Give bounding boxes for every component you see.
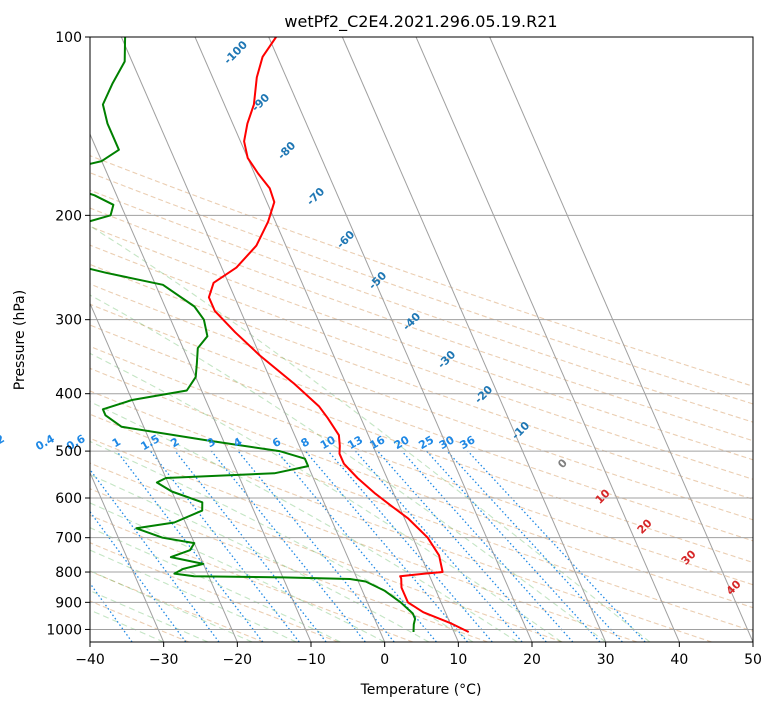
moist-adiabat-line bbox=[90, 502, 385, 642]
mixing-ratio-line bbox=[210, 450, 366, 642]
isotherm-line bbox=[489, 37, 753, 642]
chart-title: wetPf2_C2E4.2021.296.05.19.R21 bbox=[284, 12, 557, 32]
x-tick-label: 10 bbox=[449, 652, 467, 668]
x-tick-label: 20 bbox=[523, 652, 541, 668]
mixing-ratio-line bbox=[377, 450, 547, 642]
isobars bbox=[90, 37, 753, 630]
moist-adiabat-line bbox=[90, 225, 651, 642]
mixing-ratio-line bbox=[401, 450, 574, 642]
isotherm-line bbox=[341, 37, 607, 642]
dry-adiabat-line bbox=[90, 283, 753, 521]
y-tick-label: 1000 bbox=[46, 622, 82, 638]
x-tick-label: 0 bbox=[380, 652, 389, 668]
x-tick-label: −10 bbox=[296, 652, 326, 668]
mixing-ratio-line bbox=[174, 450, 327, 642]
moist-adiabat-line bbox=[90, 549, 297, 642]
dry-adiabat-line bbox=[90, 462, 563, 642]
dry-adiabat-line bbox=[90, 488, 488, 642]
dry-adiabat-line bbox=[90, 413, 712, 642]
x-ticks: −40 −30 −20 −10 0 10 20 30 40 50 bbox=[75, 642, 762, 668]
isotherm-line bbox=[268, 37, 533, 642]
isotherm-line bbox=[194, 37, 459, 642]
moist-adiabat-line bbox=[90, 590, 209, 642]
profile-lines bbox=[90, 37, 470, 633]
y-tick-label: 300 bbox=[55, 313, 82, 329]
moist-adiabats bbox=[90, 225, 651, 642]
moist-adiabat-line bbox=[90, 474, 430, 642]
mixing-ratio-line bbox=[149, 450, 300, 642]
y-tick-label: 400 bbox=[55, 387, 82, 403]
mixing-ratio-line bbox=[237, 450, 395, 642]
isotherm-line bbox=[90, 302, 238, 642]
x-tick-label: 50 bbox=[744, 652, 762, 668]
y-tick-label: 500 bbox=[55, 444, 82, 460]
moist-adiabat-line bbox=[90, 352, 562, 642]
x-tick-label: −20 bbox=[223, 652, 253, 668]
x-tick-label: 40 bbox=[670, 652, 688, 668]
plot-frame bbox=[89, 36, 754, 643]
isotherm-line bbox=[90, 471, 165, 642]
x-axis-label: Temperature (°C) bbox=[360, 682, 482, 698]
dry-adiabat-line bbox=[90, 367, 753, 609]
dry-adiabats bbox=[90, 155, 753, 642]
isotherms bbox=[90, 37, 753, 642]
x-tick-label: −40 bbox=[75, 652, 105, 668]
isotherm-line bbox=[120, 37, 386, 642]
dry-adiabat-line bbox=[90, 437, 638, 642]
dry-adiabat-line bbox=[90, 390, 753, 632]
y-tick-label: 700 bbox=[55, 531, 82, 547]
moist-adiabat-line bbox=[90, 440, 474, 642]
temperature-line bbox=[207, 37, 470, 633]
mixing-ratio-line bbox=[304, 450, 469, 642]
y-ticks: 100 200 300 400 500 600 700 800 900 1000 bbox=[46, 30, 90, 638]
x-tick-label: 30 bbox=[597, 652, 615, 668]
dry-adiabat-line bbox=[90, 570, 264, 642]
y-tick-label: 900 bbox=[55, 595, 82, 611]
y-tick-label: 600 bbox=[55, 491, 82, 507]
dewpoint-line bbox=[90, 37, 417, 633]
y-tick-label: 200 bbox=[55, 208, 82, 224]
isotherm-line bbox=[90, 132, 312, 642]
dry-adiabat-line bbox=[90, 324, 753, 564]
mixing-ratio-line bbox=[467, 450, 646, 642]
mixing-ratio-line bbox=[426, 450, 601, 642]
dry-adiabat-line bbox=[90, 345, 753, 586]
y-tick-label: 100 bbox=[55, 30, 82, 46]
mixing-ratio-line bbox=[116, 450, 264, 642]
mixing-ratio-label: 0.2 bbox=[0, 432, 7, 453]
y-tick-label: 800 bbox=[55, 565, 82, 581]
y-axis-label: Pressure (hPa) bbox=[12, 290, 28, 390]
x-tick-label: −30 bbox=[149, 652, 179, 668]
isotherm-line bbox=[415, 37, 680, 642]
moist-adiabat-line bbox=[90, 570, 253, 642]
